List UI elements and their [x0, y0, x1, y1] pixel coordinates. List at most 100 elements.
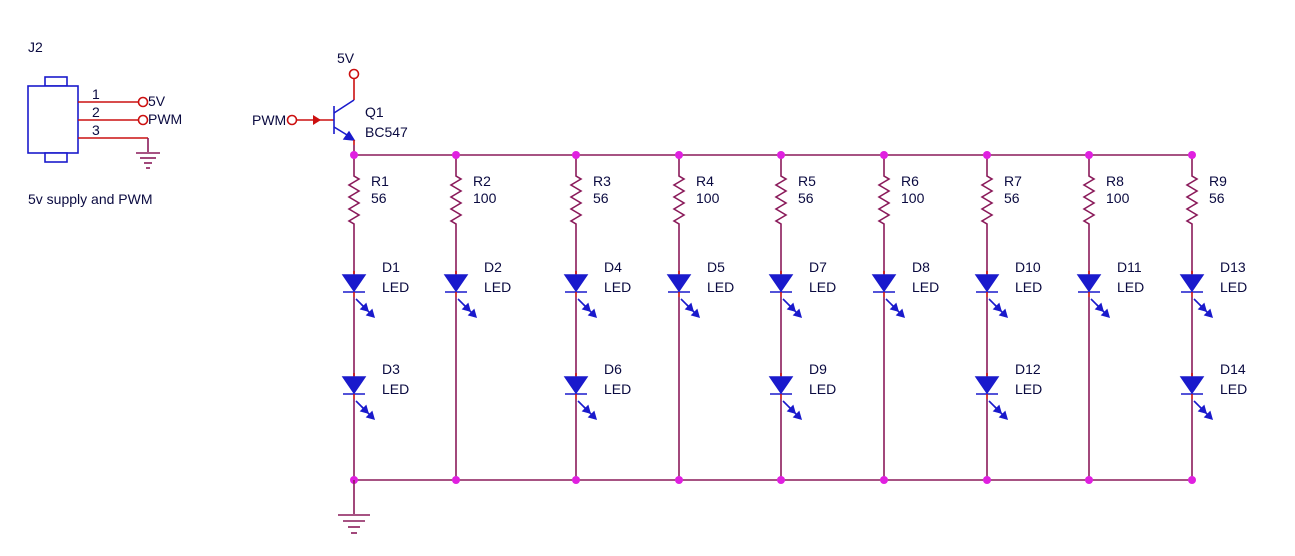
transistor-ref: Q1 [365, 104, 384, 120]
led-columns: R156D1LEDD3LEDR2100D2LEDR356D4LEDD6LEDR4… [341, 151, 1247, 484]
junction-dot [1085, 476, 1093, 484]
led-ray-head [467, 308, 478, 319]
resistor-icon [980, 172, 994, 228]
net-label-pwm: PWM [148, 111, 182, 127]
led-ray-head [690, 308, 701, 319]
led-icon [563, 373, 598, 421]
led-icon [871, 271, 906, 319]
resistor-icon [1082, 172, 1096, 228]
resistor-value: 56 [1004, 190, 1020, 206]
led-icon [974, 373, 1009, 421]
led-triangle [1179, 274, 1205, 293]
led-triangle [341, 274, 367, 293]
resistor-ref: R5 [798, 173, 816, 189]
input-arrow-icon [313, 115, 321, 125]
resistor-value: 100 [1106, 190, 1130, 206]
led-ray-head [998, 410, 1009, 421]
led-ref: D5 [707, 259, 725, 275]
led-value: LED [604, 279, 631, 295]
led-value: LED [484, 279, 511, 295]
pin3-number: 3 [92, 122, 100, 138]
led-value: LED [912, 279, 939, 295]
led-ray-head [895, 308, 906, 319]
led-ref: D13 [1220, 259, 1246, 275]
transistor-q1: 5V PWM Q1 BC547 [252, 50, 408, 145]
connector-j2: J2 1 2 3 5V PWM 5v supply and PWM [27, 39, 182, 207]
ground-icon-main [338, 514, 370, 534]
resistor-value: 56 [1209, 190, 1225, 206]
led-icon [443, 271, 478, 319]
resistor-value: 100 [473, 190, 497, 206]
resistor-icon [347, 172, 361, 228]
led-ref: D2 [484, 259, 502, 275]
circuit-ground [338, 480, 370, 534]
resistor-ref: R2 [473, 173, 491, 189]
led-ref: D12 [1015, 361, 1041, 377]
resistor-icon [449, 172, 463, 228]
port-5v [137, 96, 149, 108]
resistor-icon [774, 172, 788, 228]
pin2-number: 2 [92, 104, 100, 120]
supply-port-5v [348, 68, 360, 80]
connector-body [27, 85, 79, 154]
resistor-ref: R3 [593, 173, 611, 189]
pin1-number: 1 [92, 86, 100, 102]
led-ray-head [998, 308, 1009, 319]
led-ray-head [1100, 308, 1111, 319]
junction-dot [880, 151, 888, 159]
led-icon [974, 271, 1009, 319]
ground-icon [136, 152, 160, 169]
resistor-icon [672, 172, 686, 228]
led-triangle [768, 274, 794, 293]
resistor-value: 56 [593, 190, 609, 206]
led-triangle [563, 274, 589, 293]
led-icon [341, 373, 376, 421]
port-pwm [137, 114, 149, 126]
resistor-ref: R6 [901, 173, 919, 189]
led-ref: D3 [382, 361, 400, 377]
led-ref: D6 [604, 361, 622, 377]
led-triangle [666, 274, 692, 293]
led-triangle [974, 376, 1000, 395]
led-ray-head [365, 410, 376, 421]
led-icon [1179, 373, 1214, 421]
led-ref: D10 [1015, 259, 1041, 275]
led-icon [666, 271, 701, 319]
connector-caption: 5v supply and PWM [28, 191, 153, 207]
led-triangle [974, 274, 1000, 293]
led-value: LED [1117, 279, 1144, 295]
resistor-ref: R1 [371, 173, 389, 189]
led-value: LED [1220, 279, 1247, 295]
resistor-ref: R9 [1209, 173, 1227, 189]
resistor-ref: R4 [696, 173, 714, 189]
connector-tab-bottom [44, 152, 68, 163]
junction-dot [983, 151, 991, 159]
npn-transistor-icon [333, 99, 356, 141]
led-triangle [1076, 274, 1102, 293]
junction-dot [880, 476, 888, 484]
led-value: LED [604, 381, 631, 397]
supply-label-5v: 5V [337, 50, 355, 66]
led-triangle [871, 274, 897, 293]
led-ref: D1 [382, 259, 400, 275]
led-ref: D9 [809, 361, 827, 377]
led-value: LED [707, 279, 734, 295]
led-ray-head [587, 410, 598, 421]
junction-dot [572, 151, 580, 159]
led-ray-head [587, 308, 598, 319]
junction-dot [452, 151, 460, 159]
led-ref: D11 [1117, 259, 1142, 275]
led-icon [1076, 271, 1111, 319]
junction-dot [675, 151, 683, 159]
led-value: LED [1220, 381, 1247, 397]
transistor-value: BC547 [365, 124, 408, 140]
connector-ref: J2 [28, 39, 43, 55]
